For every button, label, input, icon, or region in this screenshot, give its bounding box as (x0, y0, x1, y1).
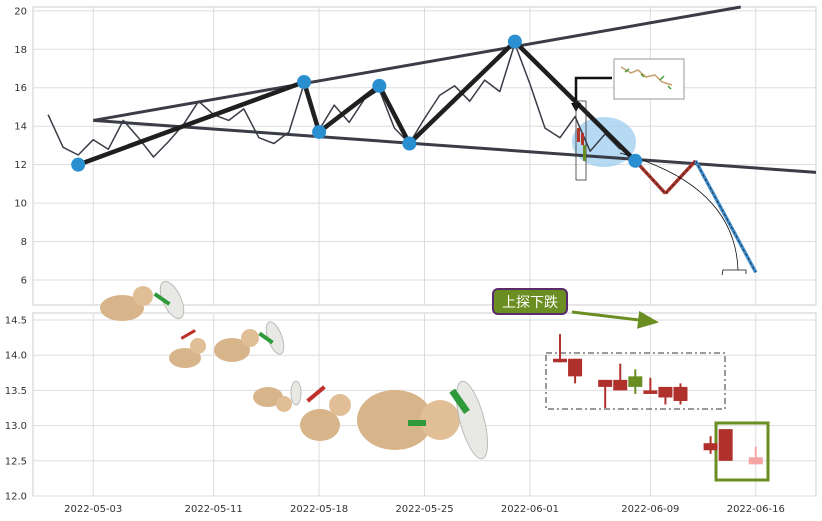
candle-body (658, 386, 673, 398)
candle-body (598, 379, 613, 387)
candle-body (673, 386, 688, 401)
projection-segment-dash (695, 160, 757, 273)
top-y-tick-label: 20 (14, 6, 27, 17)
bottom-y-tick-label: 14.0 (5, 351, 27, 362)
candle (568, 358, 583, 384)
candles (553, 334, 763, 465)
candle-body (553, 358, 568, 363)
dog-illustration (100, 280, 489, 460)
candle-body (748, 457, 763, 465)
top-y-tick-label: 16 (14, 83, 27, 94)
x-tick-label: 2022-05-03 (64, 504, 122, 515)
x-tick-label: 2022-06-16 (727, 504, 785, 515)
dog-puppy-5 (300, 385, 351, 441)
top-grid (33, 7, 816, 305)
dog-puppy-1 (100, 280, 185, 321)
bottom-y-axis: 12.0 12.5 13.0 13.5 14.0 14.5 (5, 316, 27, 503)
bottom-y-tick-label: 13.0 (5, 421, 27, 432)
pivot-marker (402, 136, 417, 151)
candle-body (643, 390, 658, 394)
top-y-tick-label: 6 (21, 276, 27, 287)
bottom-y-tick-label: 12.5 (5, 456, 27, 467)
dog-puppy-3 (214, 321, 285, 362)
projection-path (634, 159, 758, 274)
candle-body (718, 429, 733, 461)
pivot-marker (628, 153, 643, 168)
thumbnail-box (613, 58, 685, 100)
x-tick-label: 2022-05-25 (395, 504, 453, 515)
candle-body (613, 379, 628, 391)
candle-body (568, 358, 583, 377)
candle (703, 436, 718, 454)
dog-puppy-4 (253, 380, 302, 412)
candle (643, 377, 658, 394)
candle (658, 386, 673, 405)
top-y-axis: 6 8 10 12 14 16 18 20 (14, 6, 27, 286)
x-tick-label: 2022-06-09 (621, 504, 679, 515)
top-y-tick-label: 8 (21, 237, 27, 248)
bottom-y-tick-label: 13.5 (5, 386, 27, 397)
pivot-marker (71, 157, 86, 172)
bottom-panel: 12.012.513.013.514.014.5 2022-05-03 2022-… (5, 280, 817, 515)
candle (598, 379, 613, 409)
pivot-markers (71, 34, 643, 172)
top-panel: 6 8 10 12 14 16 18 20 (14, 5, 817, 306)
candle (613, 363, 628, 391)
callout-arrow (571, 310, 659, 329)
candle (718, 429, 733, 461)
price-series (47, 42, 621, 158)
candle-body (703, 443, 718, 451)
projection-arc (619, 152, 739, 271)
candle (748, 446, 763, 465)
price-line (47, 42, 621, 158)
pivot-marker (312, 124, 327, 139)
dog-puppy-2 (169, 329, 206, 368)
dog-large (357, 380, 489, 460)
highlight-box (714, 421, 770, 482)
x-tick-label: 2022-05-11 (185, 504, 243, 515)
mini-candle-frame (575, 100, 587, 181)
trend-line-upper (92, 5, 741, 122)
pivot-marker (372, 78, 387, 93)
projection-segment-dash (635, 160, 666, 194)
candle (553, 334, 568, 363)
thumbnail-sketch (620, 66, 673, 90)
pivot-marker (507, 34, 522, 49)
projection-segment-dash (665, 160, 696, 194)
x-tick-label: 2022-05-18 (290, 504, 348, 515)
callout-box (492, 288, 568, 315)
candle (673, 383, 688, 405)
mini-candles (577, 128, 586, 161)
x-tick-label: 2022-06-01 (501, 504, 559, 515)
top-y-tick-label: 12 (14, 160, 27, 171)
callout-label: 上探下跌 (502, 295, 558, 311)
pointer-arrow (574, 76, 612, 103)
bottom-y-tick-label: 12.0 (5, 492, 27, 503)
top-y-tick-label: 10 (14, 199, 27, 210)
top-y-tick-label: 18 (14, 45, 27, 56)
candle-cluster-frame (545, 352, 726, 410)
candle (628, 369, 643, 394)
pivot-marker (297, 74, 312, 89)
bottom-y-tick-label: 14.5 (5, 316, 27, 327)
callout: 上探下跌 (492, 288, 659, 329)
candle-body (628, 376, 643, 387)
target-marker (721, 269, 747, 276)
top-y-tick-label: 14 (14, 122, 27, 133)
bottom-x-axis: 2022-05-03 2022-05-11 2022-05-18 2022-05-25… (64, 504, 785, 515)
